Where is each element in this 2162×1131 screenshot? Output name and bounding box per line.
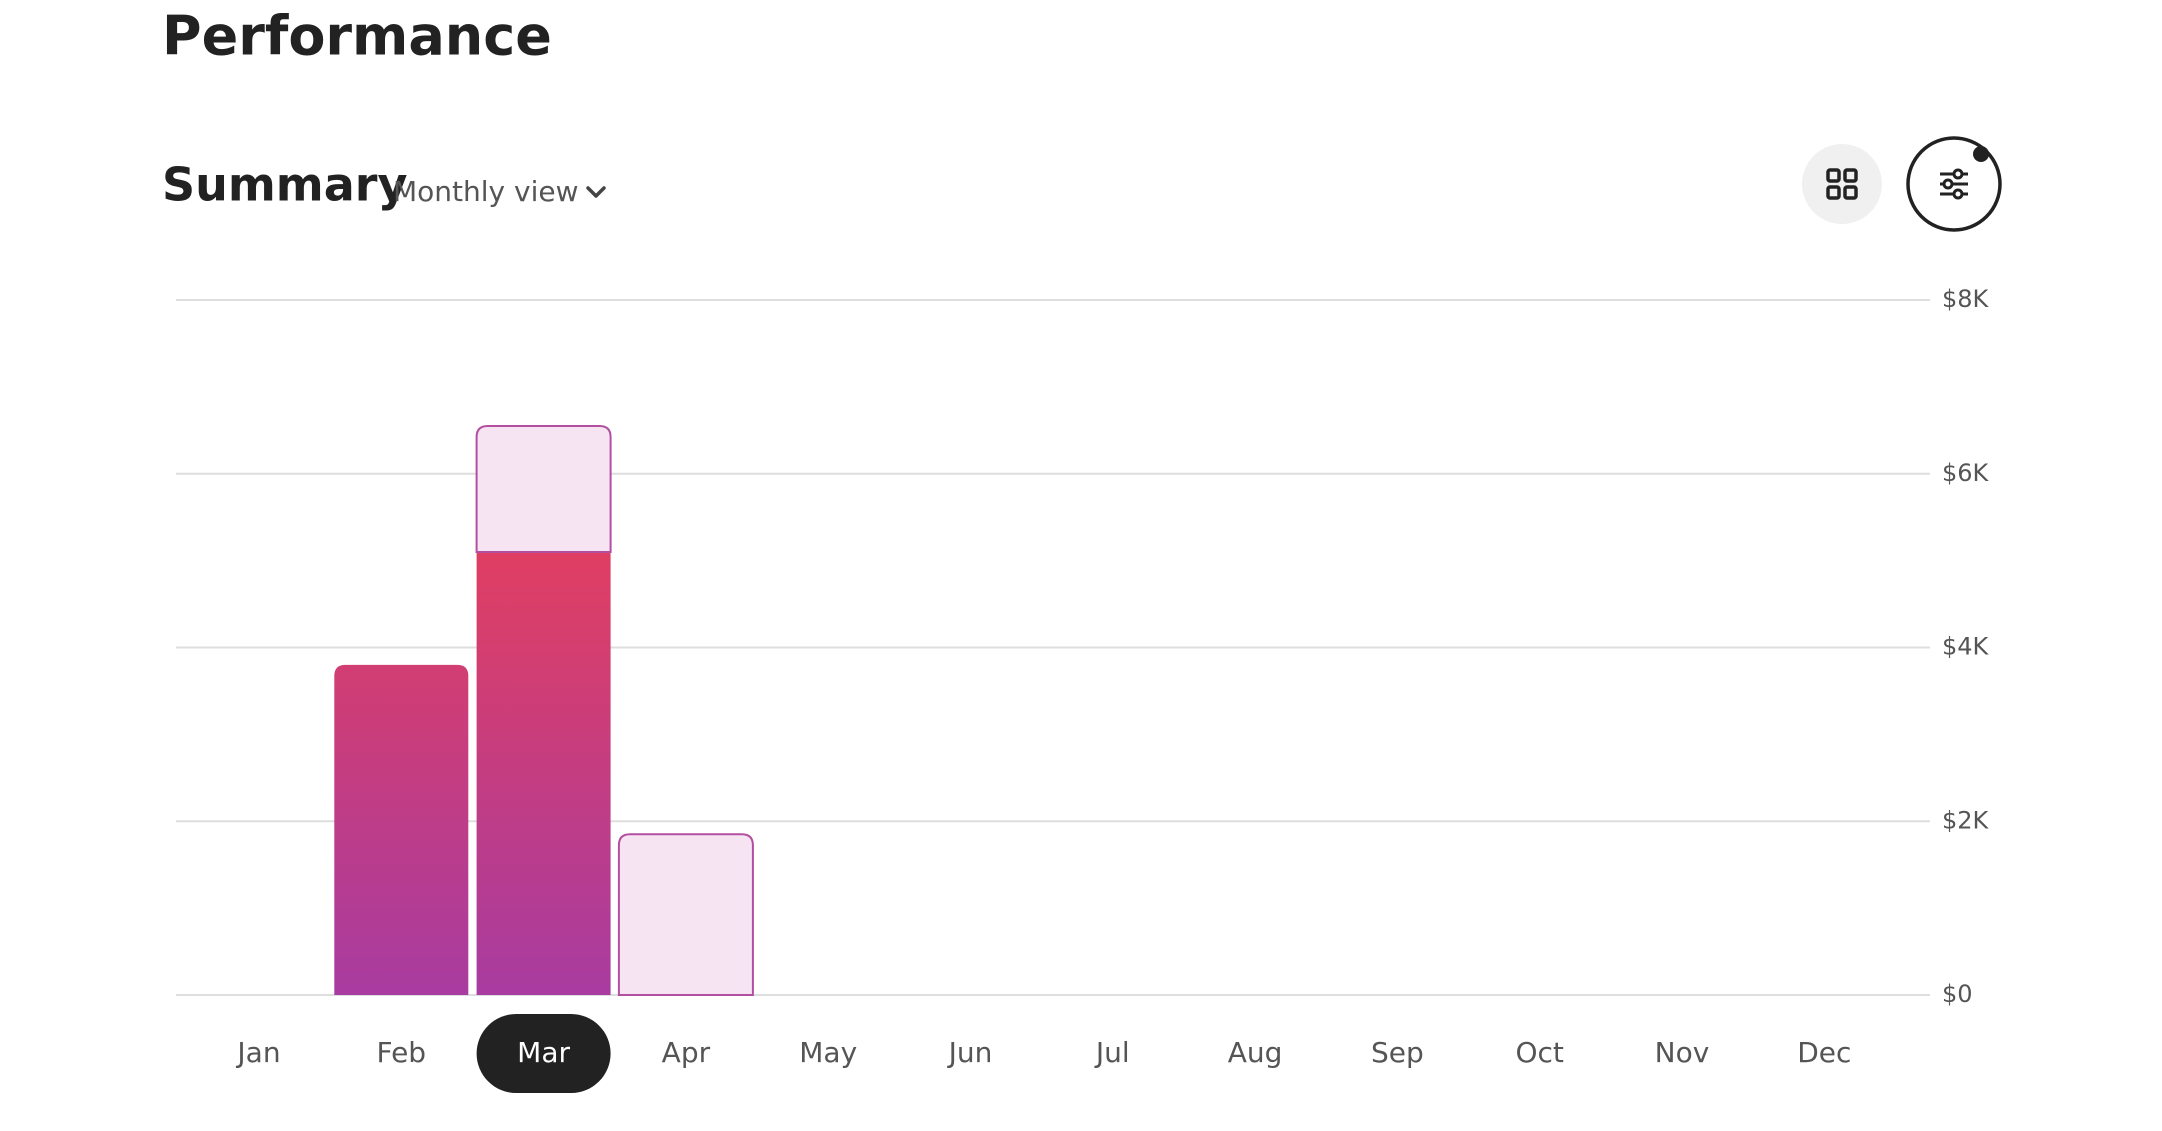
bar-segment — [475, 424, 612, 553]
month-tab[interactable]: Oct — [1515, 1036, 1563, 1069]
section-title: Summary — [162, 158, 407, 212]
view-dropdown[interactable]: Monthly view — [393, 175, 606, 208]
filter-button[interactable] — [1906, 136, 2002, 232]
y-tick-label: $2K — [1942, 806, 1990, 834]
y-tick-label: $0 — [1942, 980, 1973, 1008]
x-tick-label[interactable]: Sep — [1371, 1036, 1424, 1069]
grid-icon — [1826, 168, 1858, 200]
month-tab[interactable]: Jul — [1094, 1036, 1130, 1069]
x-tick-label[interactable]: Jun — [947, 1036, 993, 1069]
chevron — [586, 186, 606, 198]
x-tick-label[interactable]: Jul — [1094, 1036, 1130, 1069]
month-tab[interactable]: May — [799, 1036, 857, 1069]
x-tick-label[interactable]: Apr — [662, 1036, 711, 1069]
month-tab[interactable]: Mar — [476, 1014, 611, 1093]
chart: $0 $2K $4K $6K $8K Jan Feb Mar Apr May Jun Jul Aug Se… — [176, 285, 1990, 1093]
grid-view-button[interactable] — [1802, 144, 1882, 224]
y-tick-label: $8K — [1942, 285, 1990, 313]
bar-segment — [334, 664, 469, 995]
page-title: Performance — [162, 5, 552, 68]
bar-segment — [617, 833, 754, 996]
x-tick-label[interactable]: Nov — [1655, 1036, 1710, 1069]
x-tick-label[interactable]: Mar — [517, 1036, 570, 1069]
x-tick-label[interactable]: May — [799, 1036, 857, 1069]
x-tick-label[interactable]: Feb — [377, 1036, 427, 1069]
month-tab[interactable]: Dec — [1797, 1036, 1851, 1069]
button-bg — [1802, 144, 1882, 224]
month-tab[interactable]: Nov — [1655, 1036, 1710, 1069]
y-tick-label: $4K — [1942, 633, 1990, 661]
month-tab[interactable]: Apr — [662, 1036, 711, 1069]
month-tab[interactable]: Sep — [1371, 1036, 1424, 1069]
selected-pill — [476, 1014, 611, 1093]
dropdown-label[interactable]: Monthly view — [393, 175, 579, 208]
month-tab[interactable]: Aug — [1228, 1036, 1283, 1069]
x-tick-label[interactable]: Aug — [1228, 1036, 1283, 1069]
x-tick-label[interactable]: Oct — [1515, 1036, 1563, 1069]
x-tick-label[interactable]: Jan — [235, 1036, 280, 1069]
y-tick-label: $6K — [1942, 459, 1990, 487]
bar-segment — [476, 551, 611, 995]
filter-icon — [1940, 168, 1968, 200]
filter-active-dot — [1973, 146, 1989, 162]
month-tab[interactable]: Jan — [235, 1036, 280, 1069]
month-tab[interactable]: Feb — [377, 1036, 427, 1069]
month-tab[interactable]: Jun — [947, 1036, 993, 1069]
x-tick-label[interactable]: Dec — [1797, 1036, 1851, 1069]
